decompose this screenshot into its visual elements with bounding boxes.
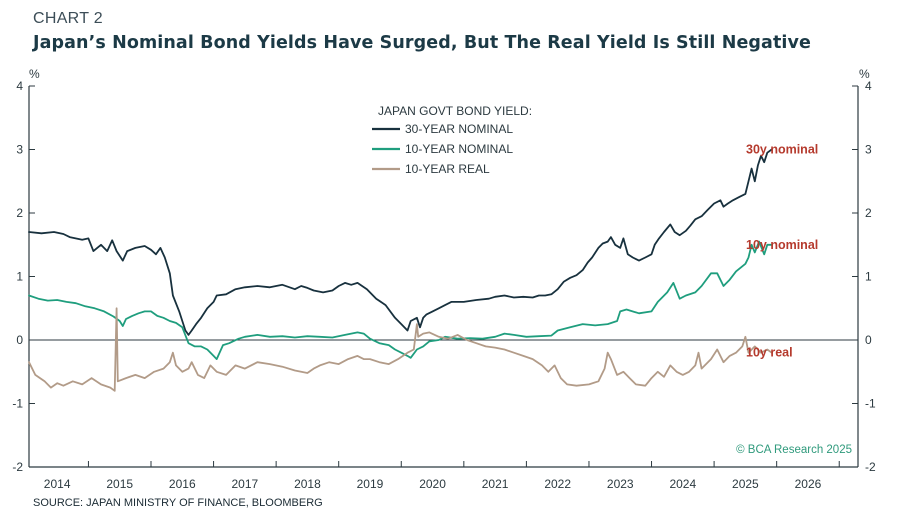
x-tick-label: 2016 — [169, 477, 196, 491]
x-tick-label: 2017 — [232, 477, 259, 491]
chart-label: CHART 2 — [33, 10, 103, 27]
legend-label: 10-YEAR REAL — [405, 162, 490, 176]
y-tick-label-right: 4 — [865, 79, 872, 93]
y-tick-label-right: 3 — [865, 143, 872, 157]
series-line-10y-real — [28, 307, 773, 392]
y-tick-label-left: -1 — [12, 397, 23, 411]
watermark: © BCA Research 2025 — [736, 444, 852, 456]
axis-layer: % % -2 -2 -1 -1 0 0 1 1 2 2 3 3 4 4 2014 2015 2016 2017 2018… — [12, 67, 876, 491]
x-tick-label: 2015 — [106, 477, 133, 491]
series-line-30y-nominal — [28, 148, 773, 336]
end-label: 30y nominal — [746, 143, 818, 157]
y-tick-label-left: -2 — [12, 460, 23, 474]
y-tick-label-left: 1 — [16, 270, 23, 284]
y-tick-label-right: 1 — [865, 270, 872, 284]
y-tick-label-right: -2 — [865, 460, 876, 474]
x-tick-label: 2024 — [669, 477, 696, 491]
x-tick-label: 2014 — [44, 477, 71, 491]
y-tick-label-right: 0 — [865, 333, 872, 347]
legend-title: JAPAN GOVT BOND YIELD: — [378, 104, 532, 118]
x-tick-label: 2026 — [795, 477, 822, 491]
y-unit-left: % — [29, 67, 40, 81]
y-tick-label-left: 0 — [16, 333, 23, 347]
y-tick-label-left: 4 — [16, 79, 23, 93]
x-tick-label: 2023 — [607, 477, 634, 491]
legend-layer: JAPAN GOVT BOND YIELD: 30-YEAR NOMINAL 10-… — [372, 104, 532, 176]
label-layer: 30y nominal 10y nominal 10y real © BCA Rese… — [736, 143, 852, 457]
legend-label: 30-YEAR NOMINAL — [405, 122, 513, 136]
x-tick-label: 2020 — [419, 477, 446, 491]
y-tick-label-right: -1 — [865, 397, 876, 411]
y-tick-label-left: 3 — [16, 143, 23, 157]
x-tick-label: 2022 — [544, 477, 571, 491]
legend-label: 10-YEAR NOMINAL — [405, 142, 513, 156]
x-tick-label: 2021 — [482, 477, 509, 491]
chart-title: Japan’s Nominal Bond Yields Have Surged,… — [33, 33, 812, 53]
y-tick-label-left: 2 — [16, 206, 23, 220]
x-tick-label: 2018 — [294, 477, 321, 491]
y-tick-label-right: 2 — [865, 206, 872, 220]
end-label: 10y real — [746, 346, 793, 360]
x-tick-label: 2025 — [732, 477, 759, 491]
series-line-10y-nominal — [28, 240, 773, 360]
y-unit-right: % — [859, 67, 870, 81]
x-tick-label: 2019 — [357, 477, 384, 491]
source-note: SOURCE: JAPAN MINISTRY OF FINANCE, BLOOM… — [33, 497, 323, 509]
series-layer — [28, 148, 773, 392]
end-label: 10y nominal — [746, 238, 818, 252]
